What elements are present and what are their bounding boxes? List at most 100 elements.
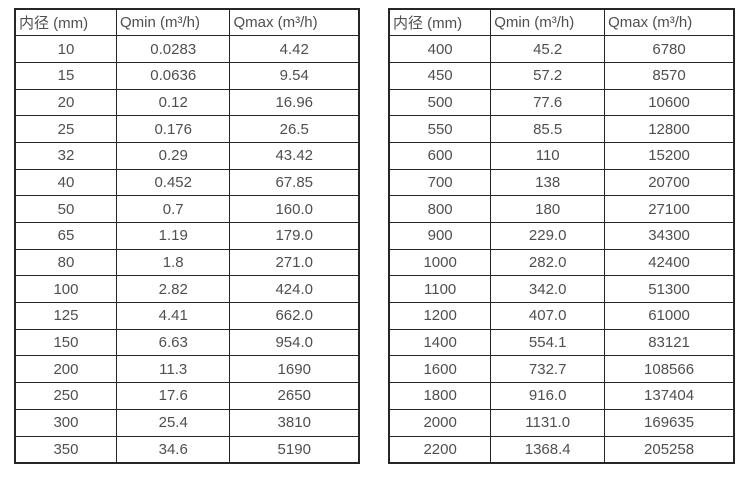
table-cell: 732.7	[490, 355, 606, 384]
table-cell: 205258	[604, 435, 735, 464]
column-header: Qmin (m³/h)	[115, 8, 231, 37]
table-cell: 150	[14, 328, 117, 357]
table-cell: 2.82	[115, 275, 231, 304]
table-row: 350 34.6 5190	[14, 435, 360, 464]
table-cell: 0.176	[115, 115, 231, 143]
table-row: 450 57.2 8570	[388, 61, 735, 90]
table-cell: 26.5	[229, 115, 360, 143]
table-cell: 954.0	[229, 328, 360, 357]
table-row: 1400 554.1 83121	[388, 328, 735, 357]
table-row: 32 0.29 43.42	[14, 141, 360, 170]
table-cell: 662.0	[229, 302, 360, 330]
table-cell: 800	[388, 195, 492, 223]
table-row: 20 0.12 16.96	[14, 88, 360, 117]
table-cell: 57.2	[490, 61, 606, 90]
table-cell: 407.0	[490, 302, 606, 330]
column-header: Qmax (m³/h)	[229, 8, 360, 37]
column-header: 内径 (mm)	[14, 8, 117, 37]
table-cell: 43.42	[229, 141, 360, 170]
table-cell: 15	[14, 61, 117, 90]
table-cell: 1100	[388, 275, 492, 304]
table-cell: 550	[388, 115, 492, 143]
table-cell: 16.96	[229, 88, 360, 117]
flow-spec-tables: 内径 (mm) Qmin (m³/h) Qmax (m³/h) 10 0.0283 4.4…	[14, 8, 735, 464]
table-cell: 20	[14, 88, 117, 117]
table-cell: 1400	[388, 328, 492, 357]
table-row: 200 11.3 1690	[14, 355, 360, 384]
table-cell: 1600	[388, 355, 492, 384]
table-cell: 2650	[229, 382, 360, 410]
table-row: 400 45.2 6780	[388, 35, 735, 63]
table-row: 150 6.63 954.0	[14, 328, 360, 357]
table-cell: 229.0	[490, 222, 606, 250]
table-row: 900 229.0 34300	[388, 222, 735, 250]
table-cell: 600	[388, 141, 492, 170]
table-row: 65 1.19 179.0	[14, 222, 360, 250]
table-cell: 342.0	[490, 275, 606, 304]
table-cell: 108566	[604, 355, 735, 384]
table-cell: 1131.0	[490, 408, 606, 437]
spec-table-small-diameters: 内径 (mm) Qmin (m³/h) Qmax (m³/h) 10 0.0283 4.4…	[14, 8, 360, 464]
column-header: Qmax (m³/h)	[604, 8, 735, 37]
table-row: 10 0.0283 4.42	[14, 35, 360, 63]
table-row: 125 4.41 662.0	[14, 302, 360, 330]
table-row: 100 2.82 424.0	[14, 275, 360, 304]
table-row: 80 1.8 271.0	[14, 248, 360, 277]
table-row: 700 138 20700	[388, 168, 735, 197]
table-cell: 554.1	[490, 328, 606, 357]
table-row: 500 77.6 10600	[388, 88, 735, 117]
table-cell: 1200	[388, 302, 492, 330]
table-cell: 8570	[604, 61, 735, 90]
table-row: 1200 407.0 61000	[388, 302, 735, 330]
table-cell: 1368.4	[490, 435, 606, 464]
table-cell: 424.0	[229, 275, 360, 304]
table-row: 1600 732.7 108566	[388, 355, 735, 384]
table-row: 15 0.0636 9.54	[14, 61, 360, 90]
table-cell: 137404	[604, 382, 735, 410]
table-cell: 125	[14, 302, 117, 330]
table-cell: 110	[490, 141, 606, 170]
table-cell: 500	[388, 88, 492, 117]
table-cell: 61000	[604, 302, 735, 330]
table-cell: 0.29	[115, 141, 231, 170]
table-row: 300 25.4 3810	[14, 408, 360, 437]
spec-table-large-diameters: 内径 (mm) Qmin (m³/h) Qmax (m³/h) 400 45.2 6780…	[388, 8, 735, 464]
table-cell: 6780	[604, 35, 735, 63]
table-cell: 10600	[604, 88, 735, 117]
table-cell: 11.3	[115, 355, 231, 384]
table-cell: 0.452	[115, 168, 231, 197]
table-cell: 160.0	[229, 195, 360, 223]
table-cell: 25	[14, 115, 117, 143]
table-cell: 10	[14, 35, 117, 63]
table-cell: 0.7	[115, 195, 231, 223]
table-row: 1100 342.0 51300	[388, 275, 735, 304]
table-row: 600 110 15200	[388, 141, 735, 170]
table-cell: 2000	[388, 408, 492, 437]
table-cell: 12800	[604, 115, 735, 143]
table-cell: 250	[14, 382, 117, 410]
table-cell: 67.85	[229, 168, 360, 197]
table-cell: 4.41	[115, 302, 231, 330]
table-cell: 42400	[604, 248, 735, 277]
table-cell: 179.0	[229, 222, 360, 250]
table-cell: 1690	[229, 355, 360, 384]
table-cell: 180	[490, 195, 606, 223]
table-row: 250 17.6 2650	[14, 382, 360, 410]
table-cell: 282.0	[490, 248, 606, 277]
table-cell: 50	[14, 195, 117, 223]
table-cell: 271.0	[229, 248, 360, 277]
table-cell: 51300	[604, 275, 735, 304]
header-row: 内径 (mm) Qmin (m³/h) Qmax (m³/h)	[14, 8, 360, 37]
table-cell: 4.42	[229, 35, 360, 63]
table-cell: 9.54	[229, 61, 360, 90]
table-cell: 6.63	[115, 328, 231, 357]
table-cell: 100	[14, 275, 117, 304]
table-row: 25 0.176 26.5	[14, 115, 360, 143]
table-cell: 1000	[388, 248, 492, 277]
table-cell: 77.6	[490, 88, 606, 117]
table-row: 2200 1368.4 205258	[388, 435, 735, 464]
table-cell: 1800	[388, 382, 492, 410]
table-cell: 20700	[604, 168, 735, 197]
table-row: 1000 282.0 42400	[388, 248, 735, 277]
table-cell: 3810	[229, 408, 360, 437]
